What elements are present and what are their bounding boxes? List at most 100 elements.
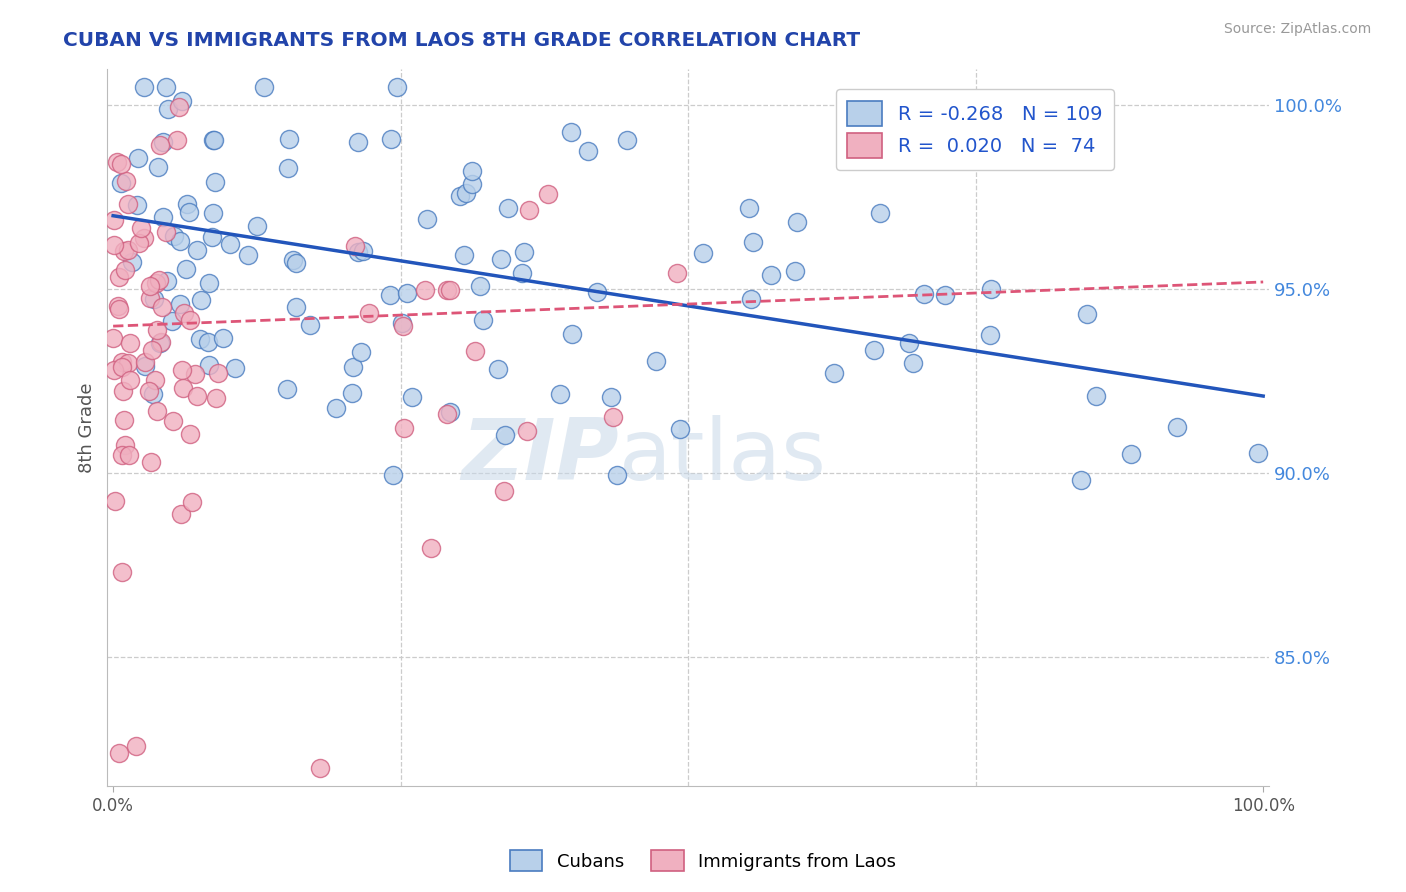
Point bbox=[761, 268, 783, 283]
Point bbox=[108, 746, 131, 760]
Point bbox=[111, 384, 134, 398]
Point bbox=[439, 283, 461, 297]
Point bbox=[150, 300, 173, 314]
Point bbox=[127, 151, 149, 165]
Point bbox=[224, 360, 246, 375]
Point bbox=[284, 256, 307, 270]
Point bbox=[108, 301, 131, 316]
Point bbox=[157, 102, 180, 116]
Point bbox=[155, 79, 177, 94]
Point bbox=[110, 157, 132, 171]
Point bbox=[897, 138, 920, 153]
Point bbox=[110, 565, 132, 579]
Point bbox=[550, 387, 572, 401]
Point bbox=[132, 231, 155, 245]
Point bbox=[238, 248, 260, 262]
Point bbox=[188, 332, 211, 346]
Point bbox=[246, 219, 269, 233]
Point bbox=[419, 541, 441, 555]
Point bbox=[198, 359, 221, 373]
Point bbox=[108, 270, 131, 285]
Point bbox=[114, 263, 136, 277]
Point bbox=[186, 389, 208, 403]
Point bbox=[112, 413, 135, 427]
Point bbox=[172, 94, 194, 108]
Point bbox=[207, 367, 229, 381]
Point bbox=[169, 100, 191, 114]
Point bbox=[869, 205, 891, 219]
Point bbox=[468, 278, 491, 293]
Point bbox=[576, 144, 599, 158]
Point bbox=[149, 336, 172, 351]
Point bbox=[142, 387, 165, 401]
Point bbox=[198, 276, 221, 290]
Point bbox=[117, 196, 139, 211]
Point bbox=[166, 133, 188, 147]
Point bbox=[347, 244, 370, 259]
Point bbox=[173, 306, 195, 320]
Point bbox=[352, 244, 374, 258]
Point bbox=[600, 390, 623, 404]
Point bbox=[912, 287, 935, 301]
Point bbox=[692, 245, 714, 260]
Point bbox=[461, 163, 484, 178]
Point bbox=[148, 273, 170, 287]
Point bbox=[350, 345, 373, 359]
Point bbox=[146, 160, 169, 174]
Point bbox=[516, 424, 538, 438]
Point bbox=[114, 174, 136, 188]
Point bbox=[111, 448, 134, 462]
Point bbox=[156, 274, 179, 288]
Point bbox=[162, 414, 184, 428]
Point bbox=[1166, 420, 1188, 434]
Point bbox=[385, 79, 408, 94]
Point bbox=[202, 132, 225, 146]
Point bbox=[152, 211, 174, 225]
Point bbox=[103, 212, 125, 227]
Point bbox=[392, 319, 415, 334]
Point bbox=[492, 483, 515, 498]
Point bbox=[897, 336, 920, 351]
Point bbox=[1247, 445, 1270, 459]
Point bbox=[415, 211, 437, 226]
Point bbox=[665, 266, 688, 280]
Point bbox=[436, 407, 458, 421]
Point bbox=[453, 248, 475, 262]
Point bbox=[391, 316, 413, 330]
Y-axis label: 8th Grade: 8th Grade bbox=[79, 382, 96, 473]
Point bbox=[669, 422, 692, 436]
Point bbox=[449, 189, 471, 203]
Point bbox=[204, 175, 226, 189]
Point bbox=[342, 359, 364, 374]
Point bbox=[281, 253, 304, 268]
Point bbox=[179, 205, 201, 219]
Point bbox=[454, 186, 477, 200]
Point bbox=[357, 306, 380, 320]
Point bbox=[863, 343, 886, 357]
Point bbox=[104, 493, 127, 508]
Point bbox=[219, 237, 242, 252]
Point bbox=[176, 197, 198, 211]
Point bbox=[121, 254, 143, 268]
Point bbox=[461, 178, 484, 192]
Point bbox=[560, 125, 582, 139]
Point bbox=[139, 292, 162, 306]
Legend: Cubans, Immigrants from Laos: Cubans, Immigrants from Laos bbox=[503, 843, 903, 879]
Point bbox=[155, 225, 177, 239]
Point bbox=[125, 739, 148, 753]
Point bbox=[142, 292, 165, 306]
Point bbox=[537, 187, 560, 202]
Point bbox=[103, 238, 125, 252]
Point bbox=[163, 228, 186, 243]
Point bbox=[513, 244, 536, 259]
Point bbox=[172, 381, 194, 395]
Point bbox=[299, 318, 322, 333]
Point bbox=[111, 360, 134, 375]
Point bbox=[103, 362, 125, 376]
Point bbox=[347, 136, 370, 150]
Point bbox=[180, 495, 202, 509]
Point bbox=[785, 263, 807, 277]
Point bbox=[128, 236, 150, 251]
Text: ZIP: ZIP bbox=[461, 415, 619, 498]
Point bbox=[186, 243, 208, 257]
